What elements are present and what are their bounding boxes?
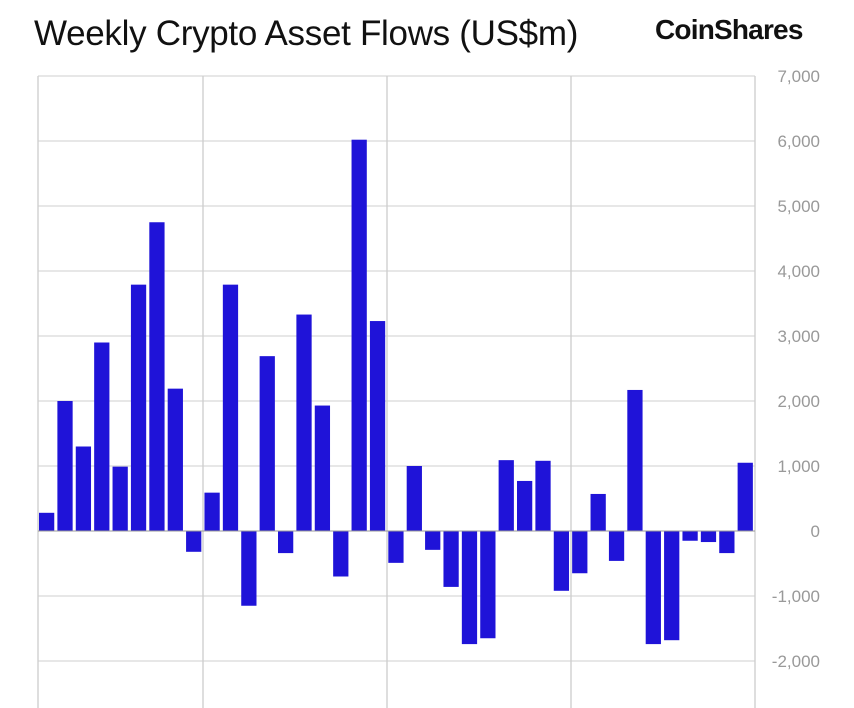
bar <box>75 446 92 531</box>
bar <box>425 531 441 550</box>
bar <box>259 356 275 531</box>
bar <box>627 389 643 531</box>
y-tick-label: 0 <box>811 522 820 541</box>
y-tick-label: 6,000 <box>777 132 820 151</box>
bar <box>39 512 55 531</box>
bar <box>480 531 496 639</box>
y-tick-label: 7,000 <box>777 67 820 86</box>
bar <box>682 531 698 541</box>
bar <box>222 284 239 531</box>
y-tick-label: 1,000 <box>777 457 820 476</box>
bar <box>443 531 459 587</box>
bar <box>278 531 294 554</box>
bar <box>664 531 680 641</box>
y-tick-label: 5,000 <box>777 197 820 216</box>
bar <box>241 531 257 606</box>
bar <box>149 222 165 531</box>
bar <box>608 531 625 561</box>
bar <box>406 466 422 531</box>
y-tick-label: -2,000 <box>772 652 820 671</box>
bar <box>535 460 551 531</box>
bar <box>167 388 183 531</box>
chart-title: Weekly Crypto Asset Flows (US$m) <box>34 14 579 53</box>
bar <box>296 314 312 531</box>
bar <box>314 405 331 531</box>
bar <box>719 531 735 554</box>
bar <box>572 531 588 574</box>
bar <box>553 531 570 591</box>
bar <box>333 531 349 577</box>
bar <box>94 342 110 531</box>
y-tick-label: 3,000 <box>777 327 820 346</box>
y-tick-label: 2,000 <box>777 392 820 411</box>
bar <box>700 531 717 543</box>
y-tick-label: 4,000 <box>777 262 820 281</box>
bar <box>498 460 514 531</box>
bar <box>737 462 753 531</box>
bar <box>130 284 147 531</box>
bar <box>388 531 404 563</box>
bar <box>204 492 220 531</box>
bar <box>461 531 478 645</box>
bar <box>351 139 367 531</box>
bar <box>57 401 73 531</box>
bar <box>186 531 202 552</box>
bar <box>112 466 128 531</box>
bar <box>517 480 533 531</box>
y-tick-label: -1,000 <box>772 587 820 606</box>
bar <box>645 531 661 645</box>
bar <box>369 321 386 531</box>
coinshares-logo: CoinShares <box>655 14 803 45</box>
bar <box>590 493 606 531</box>
